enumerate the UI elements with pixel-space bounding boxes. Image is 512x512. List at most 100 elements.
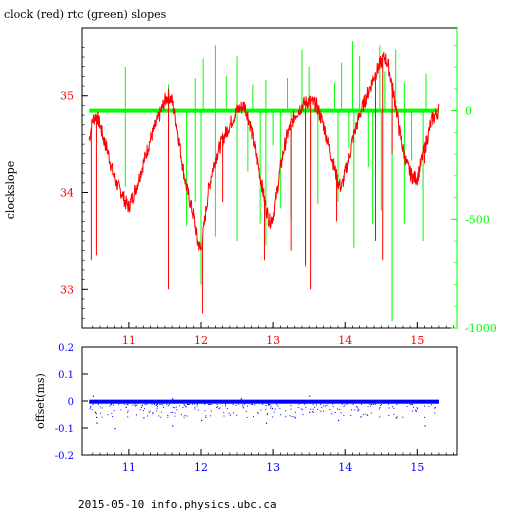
offset-point (411, 410, 413, 412)
offset-point (356, 406, 358, 408)
offset-point (113, 404, 115, 406)
offset-point (291, 416, 293, 418)
bottom-y-tick-label: 0.1 (58, 370, 74, 381)
offset-point (388, 414, 390, 416)
offset-point (323, 405, 325, 407)
offset-point (321, 407, 323, 409)
offset-point (413, 406, 415, 408)
offset-point (210, 415, 212, 417)
offset-outlier (424, 425, 426, 427)
rtc-baseline-band (89, 108, 439, 113)
offset-point (191, 403, 193, 405)
offset-point (112, 416, 114, 418)
offset-point (166, 403, 168, 405)
offset-series (89, 395, 439, 430)
offset-point (236, 414, 238, 416)
offset-point (343, 414, 345, 416)
offset-point (181, 414, 183, 416)
offset-point (340, 412, 342, 414)
offset-point (280, 414, 282, 416)
offset-point (185, 405, 187, 407)
offset-point (360, 416, 362, 418)
offset-point (268, 403, 270, 405)
offset-point (434, 406, 436, 408)
offset-outlier (240, 398, 242, 400)
offset-point (205, 415, 207, 417)
offset-point (196, 405, 198, 407)
offset-point (415, 411, 417, 413)
offset-point (136, 404, 138, 406)
offset-point (267, 404, 269, 406)
offset-point (172, 406, 174, 408)
offset-point (379, 404, 381, 406)
offset-point (272, 416, 274, 418)
offset-point (152, 412, 154, 414)
offset-point (297, 406, 299, 408)
offset-point (208, 404, 210, 406)
offset-point (270, 407, 272, 409)
offset-point (125, 406, 127, 408)
offset-point (107, 414, 109, 416)
bottom-y-tick-label: 0 (68, 397, 74, 408)
offset-outlier (309, 411, 311, 413)
offset-point (146, 403, 148, 405)
offset-band (89, 399, 439, 404)
bottom-x-tick-label: 13 (266, 461, 280, 474)
offset-point (223, 412, 225, 414)
offset-point (120, 409, 122, 411)
offset-point (172, 411, 174, 413)
top-x-tick-label: 13 (266, 334, 280, 347)
offset-point (167, 414, 169, 416)
offset-point (218, 408, 220, 410)
offset-point (289, 415, 291, 417)
offset-point (123, 403, 125, 405)
offset-point (223, 415, 225, 417)
offset-point (194, 403, 196, 405)
top-x-tick-label: 15 (410, 334, 424, 347)
offset-point (312, 411, 314, 413)
offset-point (391, 406, 393, 408)
top-y2-tick-label: -1000 (465, 322, 497, 335)
offset-point (326, 404, 328, 406)
offset-point (174, 412, 176, 414)
offset-point (144, 403, 146, 405)
offset-point (111, 412, 113, 414)
offset-point (334, 411, 336, 413)
offset-point (142, 410, 144, 412)
offset-point (127, 404, 129, 406)
bottom-x-tick-label: 15 (410, 461, 424, 474)
offset-point (402, 416, 404, 418)
offset-point (96, 416, 98, 418)
offset-point (156, 410, 158, 412)
offset-point (251, 404, 253, 406)
offset-outlier (229, 414, 232, 416)
offset-point (167, 416, 169, 418)
offset-point (243, 403, 245, 405)
offset-outlier (172, 425, 174, 427)
offset-point (168, 403, 170, 405)
offset-point (143, 408, 145, 410)
offset-point (228, 412, 230, 414)
top-chart: 11 12 13 14 15 33 34 35 -1000 -500 0 clockslope (4, 27, 497, 347)
offset-point (274, 408, 276, 410)
offset-point (232, 412, 234, 414)
offset-point (276, 403, 278, 405)
offset-outlier (265, 422, 268, 424)
offset-point (97, 404, 99, 406)
offset-point (305, 406, 307, 408)
offset-point (310, 408, 312, 410)
offset-point (298, 403, 300, 405)
offset-point (344, 404, 346, 406)
offset-point (346, 403, 348, 405)
offset-point (149, 410, 151, 412)
offset-point (194, 406, 196, 408)
offset-outlier (96, 422, 98, 424)
offset-point (302, 413, 304, 415)
offset-point (178, 405, 180, 407)
offset-point (373, 403, 375, 405)
offset-point (184, 414, 186, 416)
offset-point (312, 408, 314, 410)
offset-point (410, 403, 412, 405)
offset-point (132, 404, 134, 406)
